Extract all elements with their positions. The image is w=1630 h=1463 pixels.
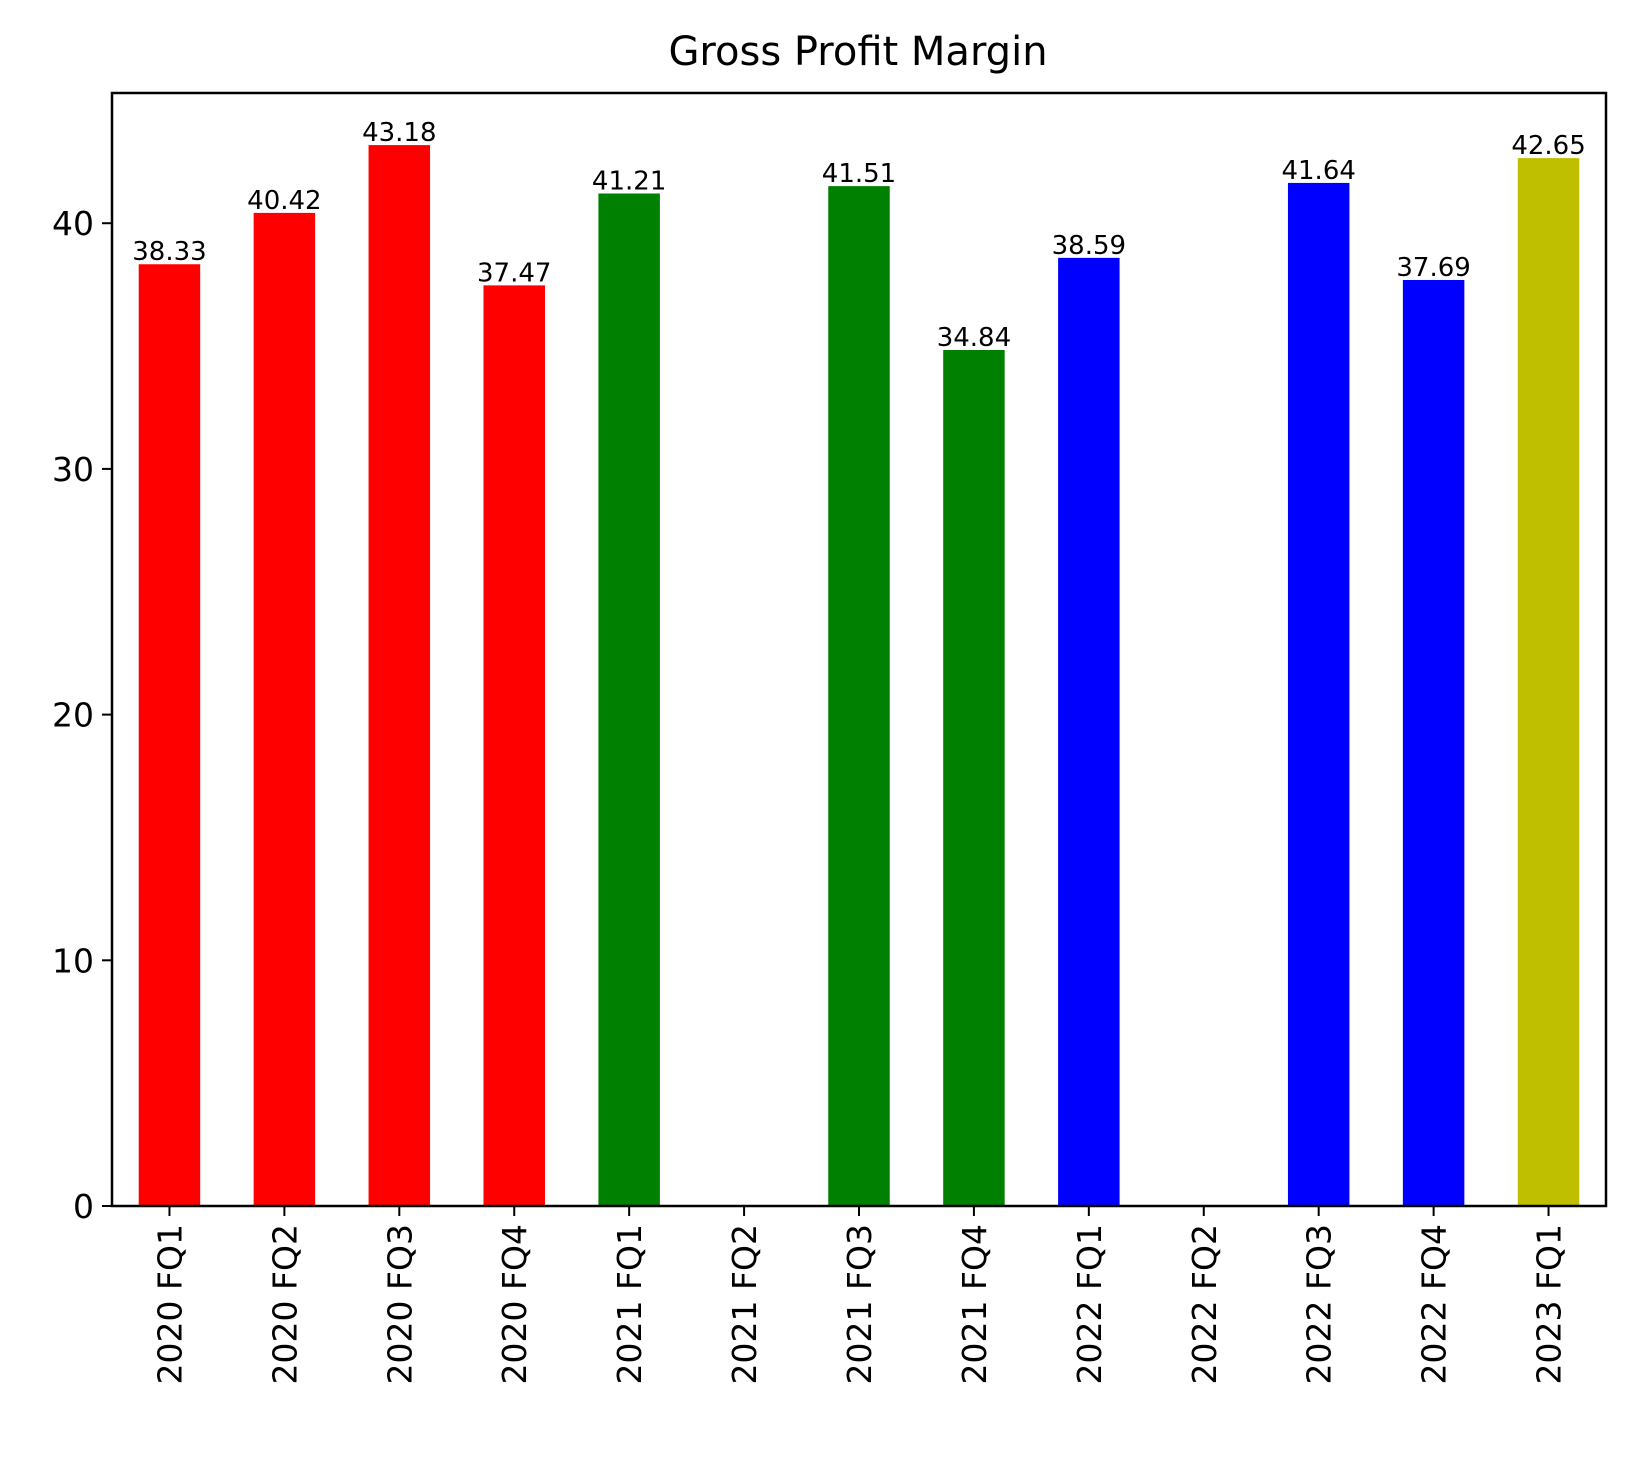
x-tick-label: 2022 FQ3 <box>1300 1224 1339 1384</box>
y-tick-label: 0 <box>73 1187 94 1226</box>
bar-value-label: 42.65 <box>1511 131 1585 161</box>
bar <box>138 264 201 1207</box>
y-tick-label: 20 <box>52 696 94 735</box>
bar <box>598 193 660 1207</box>
data-labels-layer: 38.33 40.42 43.18 37.47 41.21 41.51 34.84 38.59… <box>132 118 1586 353</box>
bar <box>253 212 316 1206</box>
bar <box>828 186 890 1207</box>
bar-value-label: 43.18 <box>362 118 436 148</box>
plot-frame <box>110 91 1608 1208</box>
x-tick-label: 2023 FQ1 <box>1530 1224 1569 1384</box>
bar <box>483 285 545 1206</box>
x-tick-label: 2022 FQ2 <box>1185 1224 1224 1384</box>
x-tick-label: 2020 FQ1 <box>150 1224 189 1384</box>
y-tick-label: 30 <box>52 450 94 489</box>
bars-layer <box>138 145 1580 1207</box>
bar <box>1287 182 1350 1206</box>
bar-value-label: 40.42 <box>247 186 321 216</box>
bar-value-label: 41.51 <box>822 159 896 189</box>
x-tick-label: 2022 FQ4 <box>1415 1224 1454 1384</box>
bar-value-label: 41.21 <box>592 166 666 196</box>
y-tick-label: 40 <box>52 204 94 243</box>
y-axis: 0 10 20 30 40 <box>52 204 112 1226</box>
bar-value-label: 38.59 <box>1052 231 1126 261</box>
bar-value-label: 37.69 <box>1396 253 1470 283</box>
bar <box>943 349 1005 1207</box>
x-axis: 2020 FQ1 2020 FQ2 2020 FQ3 2020 FQ4 2021 FQ1… <box>150 1206 1569 1384</box>
chart-title: Gross Profit Margin <box>668 29 1047 75</box>
bar <box>368 145 431 1207</box>
x-tick-label: 2022 FQ1 <box>1070 1224 1109 1384</box>
x-tick-label: 2021 FQ3 <box>840 1224 879 1384</box>
bar <box>1058 257 1120 1207</box>
x-tick-label: 2021 FQ2 <box>725 1224 764 1384</box>
x-tick-label: 2020 FQ2 <box>265 1224 304 1384</box>
bar-value-label: 37.47 <box>477 258 551 288</box>
x-tick-label: 2021 FQ1 <box>610 1224 649 1384</box>
bar-value-label: 38.33 <box>132 237 206 267</box>
y-tick-label: 10 <box>52 941 94 980</box>
x-tick-label: 2020 FQ3 <box>380 1224 419 1384</box>
bar-value-label: 34.84 <box>937 323 1011 353</box>
bar-value-label: 41.64 <box>1281 156 1355 186</box>
bar <box>1402 279 1465 1206</box>
x-tick-label: 2020 FQ4 <box>495 1224 534 1384</box>
x-tick-label: 2021 FQ4 <box>955 1224 994 1384</box>
bar <box>1517 158 1580 1207</box>
